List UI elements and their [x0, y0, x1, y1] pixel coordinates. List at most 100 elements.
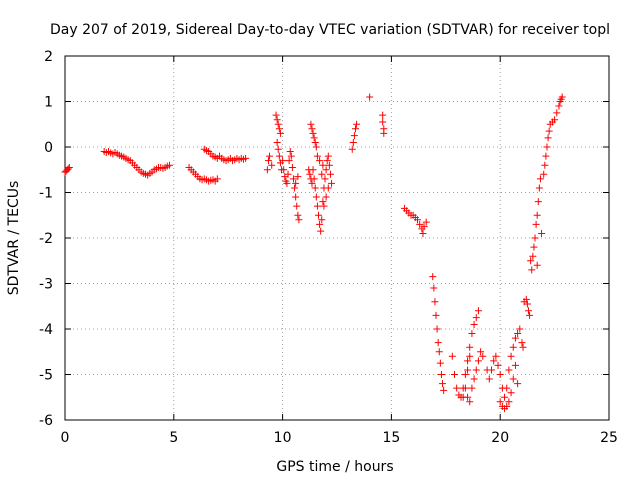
plot-frame	[64, 55, 610, 421]
data-point	[318, 216, 326, 224]
data-point	[464, 366, 472, 374]
data-point	[501, 393, 509, 401]
data-point	[470, 320, 478, 328]
data-point	[543, 143, 551, 151]
data-point	[490, 357, 498, 365]
data-point	[479, 352, 487, 360]
data-point	[432, 311, 440, 319]
data-point	[414, 216, 422, 224]
data-point	[419, 229, 427, 237]
data-point	[474, 307, 482, 315]
data-point	[312, 143, 320, 151]
data-point	[264, 157, 272, 165]
y-tick-label: 2	[44, 49, 53, 65]
data-point	[516, 325, 524, 333]
data-point	[319, 198, 327, 206]
data-point	[319, 161, 327, 169]
data-point	[511, 361, 519, 369]
data-point	[464, 393, 472, 401]
data-point	[165, 161, 173, 169]
data-point	[474, 357, 482, 365]
data-point	[322, 166, 330, 174]
data-point	[294, 173, 302, 181]
data-point	[451, 371, 459, 378]
data-point	[266, 152, 274, 160]
data-point	[379, 118, 387, 126]
data-point	[466, 343, 474, 351]
data-point	[468, 384, 476, 392]
data-point	[535, 184, 543, 192]
data-point	[318, 170, 326, 178]
data-point	[534, 198, 542, 206]
data-point	[507, 352, 515, 360]
data-point	[523, 300, 531, 308]
data-point	[272, 111, 280, 119]
data-point	[434, 339, 442, 347]
y-tick-label: -2	[39, 231, 53, 247]
x-tick-label: 15	[382, 430, 400, 446]
data-point	[470, 375, 478, 383]
data-point	[485, 375, 493, 383]
data-point	[366, 93, 374, 101]
x-tick-label: 5	[169, 430, 178, 446]
data-point	[439, 380, 447, 388]
data-point	[437, 371, 445, 378]
data-point	[291, 184, 299, 192]
data-point	[505, 366, 513, 374]
x-tick-label: 10	[274, 430, 292, 446]
data-point	[380, 129, 388, 137]
y-axis-label: SDTVAR / TECUs	[6, 181, 22, 296]
data-point	[292, 193, 300, 201]
data-point	[505, 398, 513, 406]
data-point	[472, 366, 480, 374]
data-point	[242, 154, 250, 162]
data-point	[440, 386, 448, 394]
data-point	[350, 132, 358, 140]
data-point	[536, 175, 544, 183]
data-point	[532, 220, 540, 228]
data-point	[496, 371, 504, 378]
data-point	[295, 216, 303, 224]
data-point	[324, 184, 332, 192]
data-point	[313, 202, 321, 210]
data-point	[65, 163, 73, 171]
data-point	[466, 398, 474, 406]
data-point	[312, 193, 320, 201]
data-point	[422, 218, 430, 226]
data-point	[518, 339, 526, 347]
data-point	[433, 325, 441, 333]
data-point	[503, 384, 511, 392]
data-point	[311, 138, 319, 146]
data-point	[328, 179, 336, 187]
data-point	[293, 202, 301, 210]
data-point	[431, 298, 439, 306]
data-point	[285, 157, 293, 165]
data-point	[551, 116, 559, 124]
data-point	[545, 127, 553, 135]
data-point	[353, 120, 361, 128]
data-point	[464, 357, 472, 365]
data-point	[289, 175, 297, 183]
y-tick-label: -4	[39, 322, 53, 338]
data-point	[533, 211, 541, 219]
data-point	[308, 125, 316, 133]
data-point	[310, 175, 318, 183]
data-point	[541, 161, 549, 169]
chart-title: Day 207 of 2019, Sidereal Day-to-day VTE…	[50, 22, 610, 38]
data-point	[514, 330, 522, 338]
data-point	[558, 93, 566, 101]
data-point	[351, 125, 359, 133]
data-point	[287, 152, 295, 160]
data-points	[61, 93, 566, 413]
data-point	[468, 330, 476, 338]
y-tick-label: 1	[44, 95, 53, 111]
data-point	[324, 152, 332, 160]
data-point	[279, 157, 287, 165]
data-point	[496, 398, 504, 406]
data-point	[503, 402, 511, 410]
data-point	[461, 371, 469, 378]
data-point	[527, 257, 535, 265]
data-point	[274, 120, 282, 128]
data-point	[448, 352, 456, 360]
